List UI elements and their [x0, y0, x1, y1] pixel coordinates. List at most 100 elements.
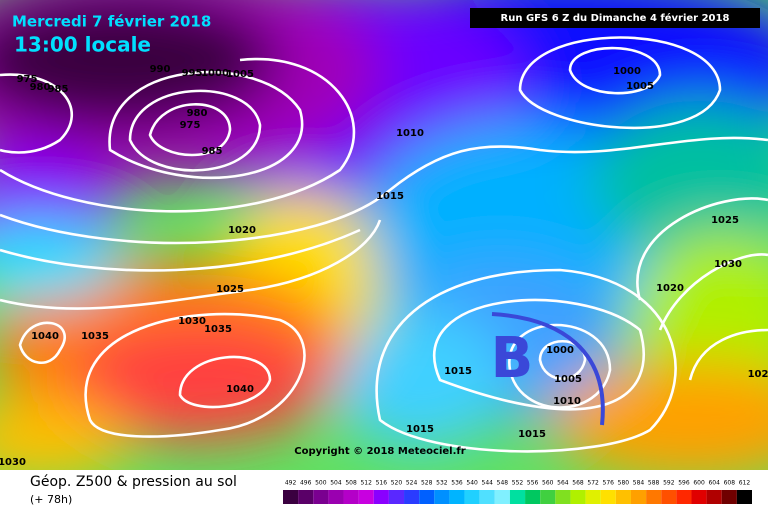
isobar-label: 1040 [31, 331, 59, 342]
front-line [491, 312, 605, 426]
colorbar-cell [449, 490, 465, 504]
colorbar-label: 544 [482, 480, 494, 487]
colorbar-label: 548 [497, 480, 509, 487]
colorbar-cell [343, 490, 359, 504]
colorbar-label: 504 [330, 480, 342, 487]
isobar-label: 1035 [204, 324, 232, 335]
isobar-label: 985 [48, 84, 69, 95]
isobar-label: 1005 [554, 374, 582, 385]
colorbar-label: 608 [724, 480, 736, 487]
colorbar-cell [494, 490, 510, 504]
isobar-label: 1020 [656, 283, 684, 294]
colorbar-cell [328, 490, 344, 504]
colorbar-cell [661, 490, 677, 504]
colorbar-cell [691, 490, 707, 504]
colorbar-cell [358, 490, 374, 504]
colorbar-label: 612 [739, 480, 751, 487]
forecast-time: 13:00 locale [14, 33, 151, 57]
colorbar-label: 528 [421, 480, 433, 487]
colorbar-cell [600, 490, 616, 504]
colorbar-cell [630, 490, 647, 504]
colorbar-label: 604 [708, 480, 720, 487]
isobar-label: 980 [30, 82, 51, 93]
colorbar-label: 540 [466, 480, 478, 487]
isobar-label: 1005 [626, 81, 654, 92]
map-field [0, 0, 768, 470]
colorbar-cell [313, 490, 329, 504]
colorbar-label: 588 [648, 480, 660, 487]
isobar-label: 1035 [81, 331, 109, 342]
colorbar-cell [479, 490, 495, 504]
isobar-label: 1010 [553, 396, 581, 407]
isobar-label: 975 [180, 120, 201, 131]
colorbar-cell [585, 490, 601, 504]
copyright: Copyright © 2018 Meteociel.fr [294, 446, 465, 457]
colorbar-cell [419, 490, 435, 504]
run-info: Run GFS 6 Z du Dimanche 4 février 2018 [501, 12, 730, 24]
isobar-label: 1015 [406, 424, 434, 435]
colorbar-label: 576 [603, 480, 615, 487]
isobar-label: 1000 [546, 345, 574, 356]
isobar-label: 975 [17, 74, 38, 85]
forecast-date: Mercredi 7 février 2018 [12, 13, 211, 31]
low-pressure-label: B [491, 326, 534, 391]
isobar-label: 990 [150, 64, 171, 75]
isobar-label: 1040 [226, 384, 254, 395]
colorbar-cell [570, 490, 586, 504]
colorbar-cell [404, 490, 420, 504]
isobar-label: 1030 [0, 457, 26, 468]
colorbar-cell [525, 490, 541, 504]
isobars [0, 36, 768, 453]
colorbar-label: 600 [693, 480, 705, 487]
colorbar-cell [721, 490, 737, 504]
colorbar-label: 516 [376, 480, 388, 487]
colorbar-label: 500 [315, 480, 327, 487]
colorbar-label: 564 [557, 480, 569, 487]
colorbar-cell [434, 490, 450, 504]
isobar-label: 1015 [518, 429, 546, 440]
colorbar-label: 556 [527, 480, 539, 487]
isobar-label: 1005 [226, 69, 254, 80]
isobar-label: 1015 [444, 366, 472, 377]
colorbar-cell [706, 490, 722, 504]
colorbar-label: 580 [618, 480, 630, 487]
isobar-label: 985 [202, 146, 223, 157]
isobar-label: 1030 [714, 259, 742, 270]
colorbar-cell [540, 490, 556, 504]
isobar-label: 1010 [396, 128, 424, 139]
colorbar-cell [615, 490, 631, 504]
isobar-label: 102 [748, 369, 768, 380]
colorbar-cell [298, 490, 314, 504]
colorbar-cell [736, 490, 752, 504]
colorbar-label: 532 [436, 480, 448, 487]
isobar-label: 1000 [613, 66, 641, 77]
colorbar-label: 568 [572, 480, 584, 487]
colorbar-label: 536 [451, 480, 463, 487]
isobar-label: 1020 [228, 225, 256, 236]
isobar-label: 1025 [216, 284, 244, 295]
colorbar-label: 492 [285, 480, 297, 487]
isobar-label: 995 [182, 68, 203, 79]
colorbar-cell [555, 490, 571, 504]
isobar-label: 1015 [376, 191, 404, 202]
isobar-label: 1000 [201, 68, 229, 79]
colorbar-label: 596 [678, 480, 690, 487]
colorbar-cell [646, 490, 662, 504]
footer-lead: (+ 78h) [30, 493, 72, 506]
isobar-label: 1025 [711, 215, 739, 226]
colorbar-label: 584 [633, 480, 645, 487]
colorbar: 492 496 500 504 508 512 516 520 524 528 532 536 540 5… [283, 480, 752, 504]
isobar-label: 1030 [178, 316, 206, 327]
colorbar-label: 524 [406, 480, 418, 487]
colorbar-cell [388, 490, 405, 504]
colorbar-label: 520 [391, 480, 403, 487]
colorbar-cell [464, 490, 480, 504]
colorbar-label: 552 [512, 480, 524, 487]
colorbar-cell [373, 490, 389, 504]
footer-title: Géop. Z500 & pression au sol [30, 474, 237, 490]
colorbar-cell [509, 490, 526, 504]
colorbar-label: 592 [663, 480, 675, 487]
colorbar-cell [676, 490, 692, 504]
run-banner [470, 8, 760, 28]
